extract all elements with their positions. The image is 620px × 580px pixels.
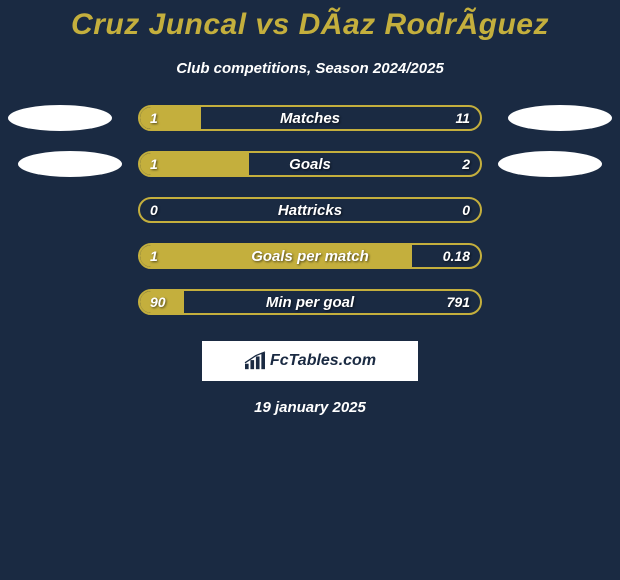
stat-value-right: 0 bbox=[462, 202, 470, 218]
stat-label: Min per goal bbox=[140, 294, 480, 311]
stat-bar-fill bbox=[140, 291, 184, 313]
stat-bar: 1Goals per match0.18 bbox=[138, 243, 482, 269]
date-label: 19 january 2025 bbox=[254, 399, 366, 416]
player-marker-left bbox=[18, 151, 122, 177]
stat-row: 90Min per goal791 bbox=[0, 289, 620, 315]
stat-row: 1Goals2 bbox=[0, 151, 620, 177]
stat-value-right: 791 bbox=[447, 294, 470, 310]
player-marker-right bbox=[498, 151, 602, 177]
stat-bar-fill bbox=[140, 245, 412, 267]
stat-bar: 0Hattricks0 bbox=[138, 197, 482, 223]
page-subtitle: Club competitions, Season 2024/2025 bbox=[176, 60, 444, 77]
player-marker-left bbox=[8, 105, 112, 131]
stat-value-right: 2 bbox=[462, 156, 470, 172]
stats-rows: 1Matches11 1Goals2 0Hattricks0 1Goals per m… bbox=[0, 105, 620, 315]
stat-bar-fill bbox=[140, 153, 249, 175]
branding-text: FcTables.com bbox=[270, 352, 376, 370]
stat-bar: 1Matches11 bbox=[138, 105, 482, 131]
infographic-container: Cruz Juncal vs DÃ­az RodrÃ­guez Club com… bbox=[0, 0, 620, 416]
stat-value-left: 0 bbox=[150, 202, 158, 218]
stat-value-right: 0.18 bbox=[443, 248, 470, 264]
stat-row: 1Matches11 bbox=[0, 105, 620, 131]
stat-value-right: 11 bbox=[455, 110, 470, 126]
stat-bar: 1Goals2 bbox=[138, 151, 482, 177]
stat-bar: 90Min per goal791 bbox=[138, 289, 482, 315]
stat-row: 1Goals per match0.18 bbox=[0, 243, 620, 269]
branding-badge: FcTables.com bbox=[202, 341, 418, 381]
bar-chart-icon bbox=[244, 351, 266, 371]
stat-bar-fill bbox=[140, 107, 201, 129]
stat-row: 0Hattricks0 bbox=[0, 197, 620, 223]
player-marker-right bbox=[508, 105, 612, 131]
page-title: Cruz Juncal vs DÃ­az RodrÃ­guez bbox=[71, 8, 549, 42]
stat-label: Hattricks bbox=[140, 202, 480, 219]
